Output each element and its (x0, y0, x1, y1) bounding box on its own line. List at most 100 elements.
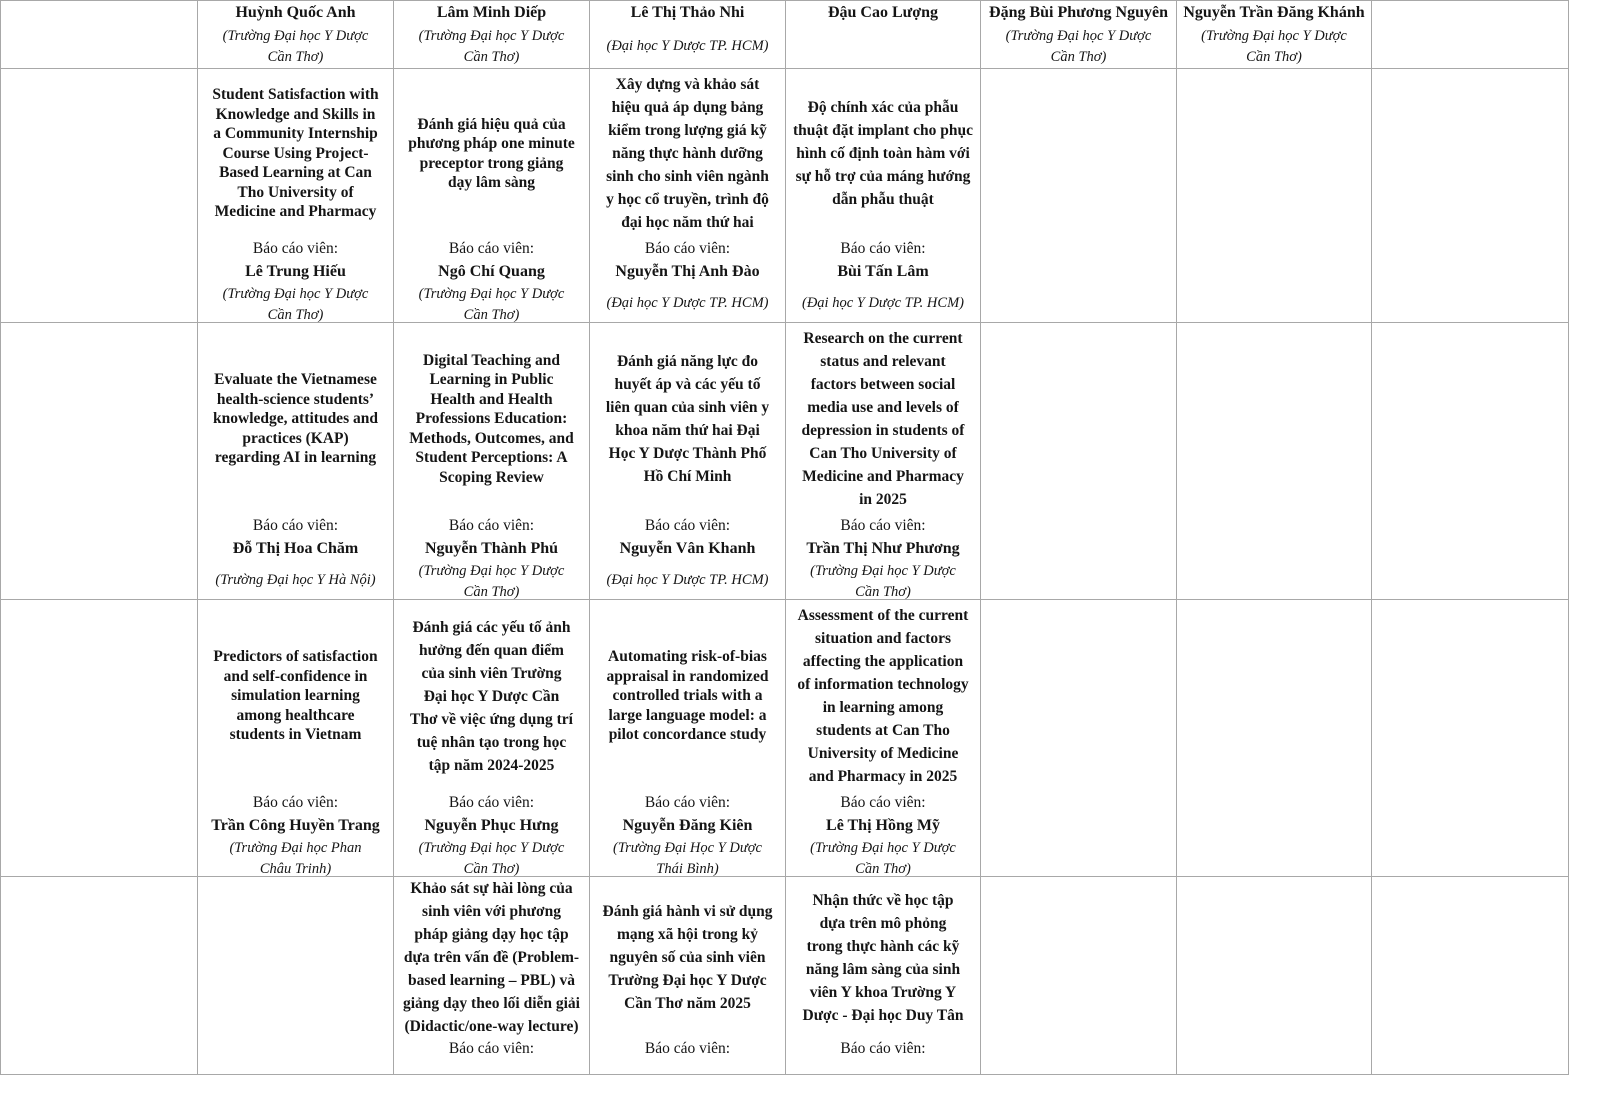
speaker-label: Báo cáo viên: (644, 517, 731, 534)
presentation-title: Đánh giá hành vi sử dụng mạng xã hội tro… (602, 903, 773, 1012)
chair-affiliation: (Trường Đại học Y Dược Cần Thơ) (418, 27, 565, 65)
speaker-block: Báo cáo viên: (789, 1038, 977, 1074)
header-cell: Đặng Bùi Phương Nguyên (Trường Đại học Y … (980, 0, 1177, 69)
speaker-label: Báo cáo viên: (252, 240, 339, 257)
speaker-affiliation: (Đại học Y Dược TP. HCM) (606, 294, 769, 311)
presentation: Nhận thức về học tập dựa trên mô phỏng t… (786, 877, 980, 1074)
table-cell (0, 322, 198, 600)
header-row: Huỳnh Quốc Anh (Trường Đại học Y Dược Cần… (0, 0, 1569, 69)
speaker-label: Báo cáo viên: (840, 517, 926, 534)
table-cell (0, 876, 198, 1075)
speaker-label: Báo cáo viên: (840, 1040, 926, 1057)
chair-name: Huỳnh Quốc Anh (235, 4, 356, 21)
speaker-label: Báo cáo viên: (644, 240, 731, 257)
speaker-label: Báo cáo viên: (448, 517, 535, 534)
speaker-affiliation: (Trường Đại học Y Dược Cần Thơ) (810, 563, 956, 600)
chair-block: Huỳnh Quốc Anh (Trường Đại học Y Dược Cần… (198, 1, 393, 68)
presentation: Đánh giá hiệu quả của phương pháp one mi… (394, 69, 589, 324)
chair-block: Đặng Bùi Phương Nguyên (Trường Đại học Y … (981, 1, 1176, 68)
table-cell (1176, 68, 1372, 323)
presentation-title: Digital Teaching and Learning in Public … (409, 351, 574, 486)
table-cell (0, 599, 198, 877)
speaker-name: Nguyễn Thị Anh Đào (615, 263, 760, 280)
table-cell (1176, 322, 1372, 600)
presentation-cell: Đánh giá hành vi sử dụng mạng xã hội tro… (589, 876, 786, 1075)
chair-name: Lâm Minh Diếp (436, 4, 547, 21)
chair-block: Nguyễn Trần Đăng Khánh (Trường Đại học Y … (1177, 1, 1371, 68)
presentation-title: Xây dựng và khảo sát hiệu quả áp dụng bả… (606, 76, 769, 231)
chair-affiliation: (Trường Đại học Y Dược Cần Thơ) (1201, 27, 1347, 65)
presentation: Đánh giá hành vi sử dụng mạng xã hội tro… (590, 877, 785, 1074)
table-cell (980, 876, 1177, 1075)
speaker-block: Báo cáo viên: Nguyễn Thành Phú (Trường Đại… (397, 515, 586, 600)
presentation-cell: Xây dựng và khảo sát hiệu quả áp dụng bả… (589, 68, 786, 323)
presentation-cell: Digital Teaching and Learning in Public … (393, 322, 590, 600)
presentation-cell: Evaluate the Vietnamese health-science s… (197, 322, 394, 600)
chair-block: Đậu Cao Lượng (786, 1, 980, 68)
chair-block: Lê Thị Thảo Nhi (Đại học Y Dược TP. HCM) (590, 1, 785, 68)
presentation: Automating risk-of-bias appraisal in ran… (590, 600, 785, 877)
presentation: Evaluate the Vietnamese health-science s… (198, 323, 393, 599)
presentation-title: Đánh giá hiệu quả của phương pháp one mi… (408, 115, 575, 192)
presentation-title: Research on the current status and relev… (801, 330, 965, 508)
speaker-block: Báo cáo viên: Ngô Chí Quang (Trường Đại họ… (397, 238, 586, 323)
speaker-name: Trần Thị Như Phương (806, 540, 960, 557)
speaker-label: Báo cáo viên: (252, 794, 339, 811)
chair-block: Lâm Minh Diếp (Trường Đại học Y Dược Cần … (394, 1, 589, 68)
presentation-cell: Đánh giá năng lực đo huyết áp và các yếu… (589, 322, 786, 600)
speaker-name: Nguyễn Phục Hưng (424, 817, 559, 834)
speaker-affiliation: (Trường Đại học Y Dược Cần Thơ) (810, 840, 956, 877)
presentation-title: Đánh giá các yếu tố ảnh hưởng đến quan đ… (410, 618, 573, 774)
speaker-name: Nguyễn Vân Khanh (619, 540, 756, 557)
header-cell: Nguyễn Trần Đăng Khánh (Trường Đại học Y … (1176, 0, 1372, 69)
table-cell (197, 876, 394, 1075)
table-cell (980, 322, 1177, 600)
table-cell (0, 0, 198, 69)
chair-affiliation: (Trường Đại học Y Dược Cần Thơ) (222, 27, 369, 65)
speaker-affiliation: (Trường Đại học Phan Châu Trinh) (229, 840, 362, 877)
speaker-name: Ngô Chí Quang (438, 263, 545, 280)
table-cell (980, 68, 1177, 323)
speaker-affiliation: (Đại học Y Dược TP. HCM) (606, 571, 769, 588)
speaker-block: Báo cáo viên: Nguyễn Vân Khanh (Đại học Y … (593, 515, 782, 599)
presentation-title: Độ chính xác của phẫu thuật đặt implant … (792, 99, 973, 208)
presentation: Digital Teaching and Learning in Public … (394, 323, 589, 600)
speaker-affiliation: (Trường Đại học Y Dược Cần Thơ) (418, 563, 565, 600)
speaker-block: Báo cáo viên: Nguyễn Đăng Kiên (Trường Đại… (593, 792, 782, 877)
speaker-name: Lê Thị Hồng Mỹ (826, 817, 940, 834)
speaker-block: Báo cáo viên: Nguyễn Phục Hưng (Trường Đại… (397, 792, 586, 877)
presentation: Đánh giá các yếu tố ảnh hưởng đến quan đ… (394, 600, 589, 878)
chair-name: Đặng Bùi Phương Nguyên (989, 4, 1168, 21)
presentation-title: Đánh giá năng lực đo huyết áp và các yếu… (605, 353, 770, 485)
presentation-cell: Automating risk-of-bias appraisal in ran… (589, 599, 786, 877)
speaker-name: Nguyễn Thành Phú (424, 540, 559, 557)
presentation-cell: Đánh giá các yếu tố ảnh hưởng đến quan đ… (393, 599, 590, 878)
presentation-cell: Khảo sát sự hài lòng của sinh viên với p… (393, 876, 590, 1075)
table-cell (0, 68, 198, 323)
speaker-name: Nguyễn Đăng Kiên (622, 817, 753, 834)
speaker-block: Báo cáo viên: Bùi Tấn Lâm (Đại học Y Dược … (789, 238, 977, 322)
speaker-block: Báo cáo viên: Nguyễn Thị Anh Đào (Đại học … (593, 238, 782, 322)
presentation: Predictors of satisfaction and self-conf… (198, 600, 393, 877)
speaker-affiliation: (Trường Đại học Y Dược Cần Thơ) (418, 840, 565, 877)
table-row: Student Satisfaction with Knowledge and … (0, 68, 1569, 324)
presentation-cell: Assessment of the current situation and … (785, 599, 981, 877)
chair-affiliation: (Trường Đại học Y Dược Cần Thơ) (1005, 27, 1152, 65)
presentation: Độ chính xác của phẫu thuật đặt implant … (786, 69, 980, 322)
speaker-block: Báo cáo viên: (593, 1038, 782, 1074)
table-row: Predictors of satisfaction and self-conf… (0, 599, 1569, 878)
table-cell (1176, 599, 1372, 877)
chair-affiliation: (Đại học Y Dược TP. HCM) (606, 38, 769, 54)
header-cell: Huỳnh Quốc Anh (Trường Đại học Y Dược Cần… (197, 0, 394, 69)
schedule-table: Huỳnh Quốc Anh (Trường Đại học Y Dược Cần… (0, 0, 1569, 1075)
presentation: Khảo sát sự hài lòng của sinh viên với p… (394, 877, 589, 1074)
speaker-label: Báo cáo viên: (448, 240, 535, 257)
table-row: Khảo sát sự hài lòng của sinh viên với p… (0, 876, 1569, 1075)
speaker-name: Lê Trung Hiếu (245, 263, 346, 280)
speaker-block: Báo cáo viên: Đỗ Thị Hoa Chăm (Trường Đại … (201, 515, 390, 599)
speaker-label: Báo cáo viên: (644, 794, 731, 811)
speaker-block: Báo cáo viên: Lê Thị Hồng Mỹ (Trường Đại h… (789, 792, 977, 877)
speaker-affiliation: (Trường Đại học Y Hà Nội) (215, 571, 376, 588)
speaker-label: Báo cáo viên: (840, 794, 926, 811)
presentation-title: Predictors of satisfaction and self-conf… (213, 648, 378, 744)
